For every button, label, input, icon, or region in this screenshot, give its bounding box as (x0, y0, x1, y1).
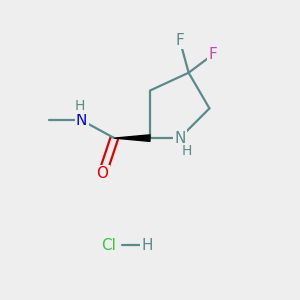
Text: Cl: Cl (101, 238, 116, 253)
Text: H: H (75, 99, 85, 113)
Text: O: O (96, 166, 108, 181)
Text: H: H (141, 238, 153, 253)
Text: N: N (76, 113, 87, 128)
Text: H: H (182, 145, 192, 158)
Text: N: N (174, 130, 185, 146)
Text: F: F (208, 47, 217, 62)
Polygon shape (114, 135, 150, 141)
Text: F: F (175, 32, 184, 47)
